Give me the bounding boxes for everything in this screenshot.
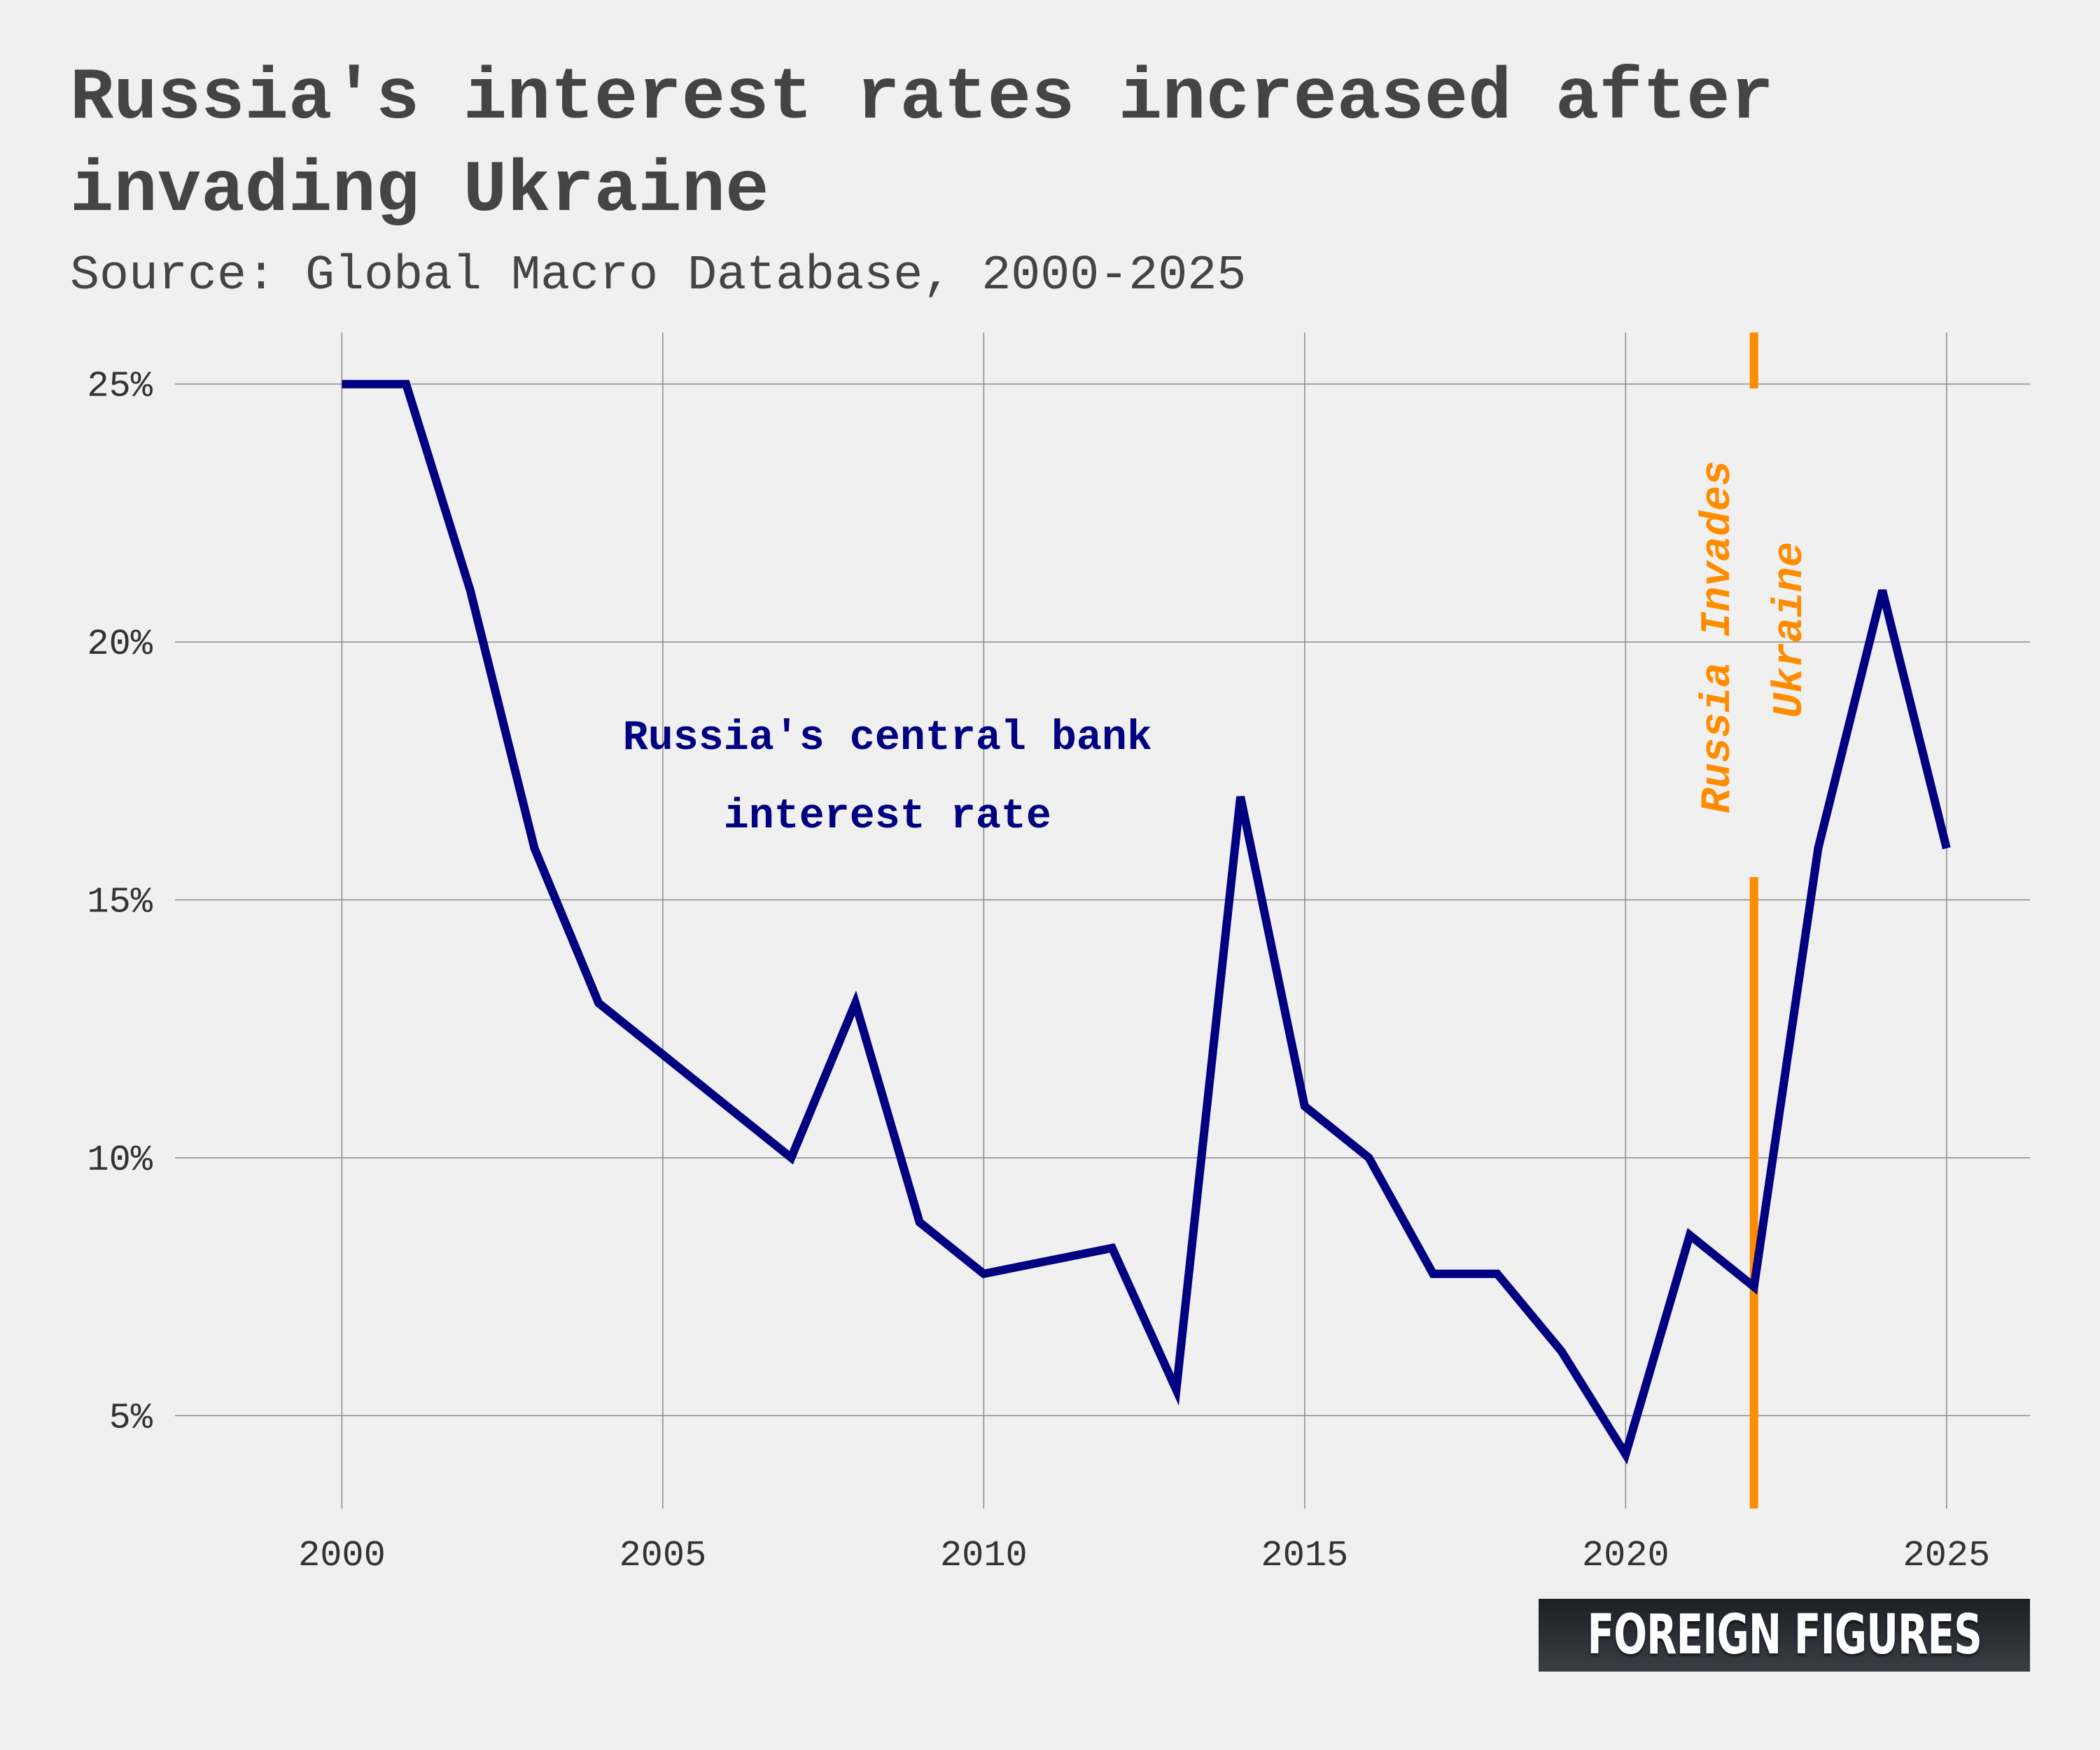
y-axis-tick-labels: 5% 10% 15% 20% 25% [87,366,153,1439]
y-tick-label-20%: 20% [87,624,153,665]
vertical-gridlines [341,332,1947,1508]
x-tick-label-2000: 2000 [298,1535,386,1576]
brand-logo: FOREIGN FIGURES [1539,1599,2030,1672]
x-tick-label-2025: 2025 [1903,1535,1990,1576]
event-label-line-1: Russia Invades [1695,461,1742,813]
chart-subtitle: Source: Global Macro Database, 2000-2025 [70,248,1247,304]
x-axis-tick-labels: 2000 2005 2010 2015 2020 2025 [298,1535,1990,1576]
chart-annotations: Russia Invades Ukraine Russia's central ba… [623,461,1814,841]
series-label-line-2: interest rate [724,793,1051,841]
x-tick-label-2015: 2015 [1261,1535,1348,1576]
chart-title: Russia's interest rates increased after … [70,57,1774,232]
series-label-line-1: Russia's central bank [623,715,1152,762]
series-line-1 [342,379,1951,1465]
y-tick-label-10%: 10% [87,1140,153,1181]
brand-logo-text: FOREIGN FIGURES [1587,1604,1982,1667]
series-lines [342,379,1951,1465]
event-label-line-2: Ukraine [1767,542,1814,718]
x-tick-label-2020: 2020 [1582,1535,1670,1576]
x-tick-label-2010: 2010 [940,1535,1028,1576]
x-tick-label-2005: 2005 [619,1535,706,1576]
y-tick-label-25%: 25% [87,366,153,407]
y-tick-label-15%: 15% [87,882,153,923]
y-tick-label-5%: 5% [109,1397,153,1438]
